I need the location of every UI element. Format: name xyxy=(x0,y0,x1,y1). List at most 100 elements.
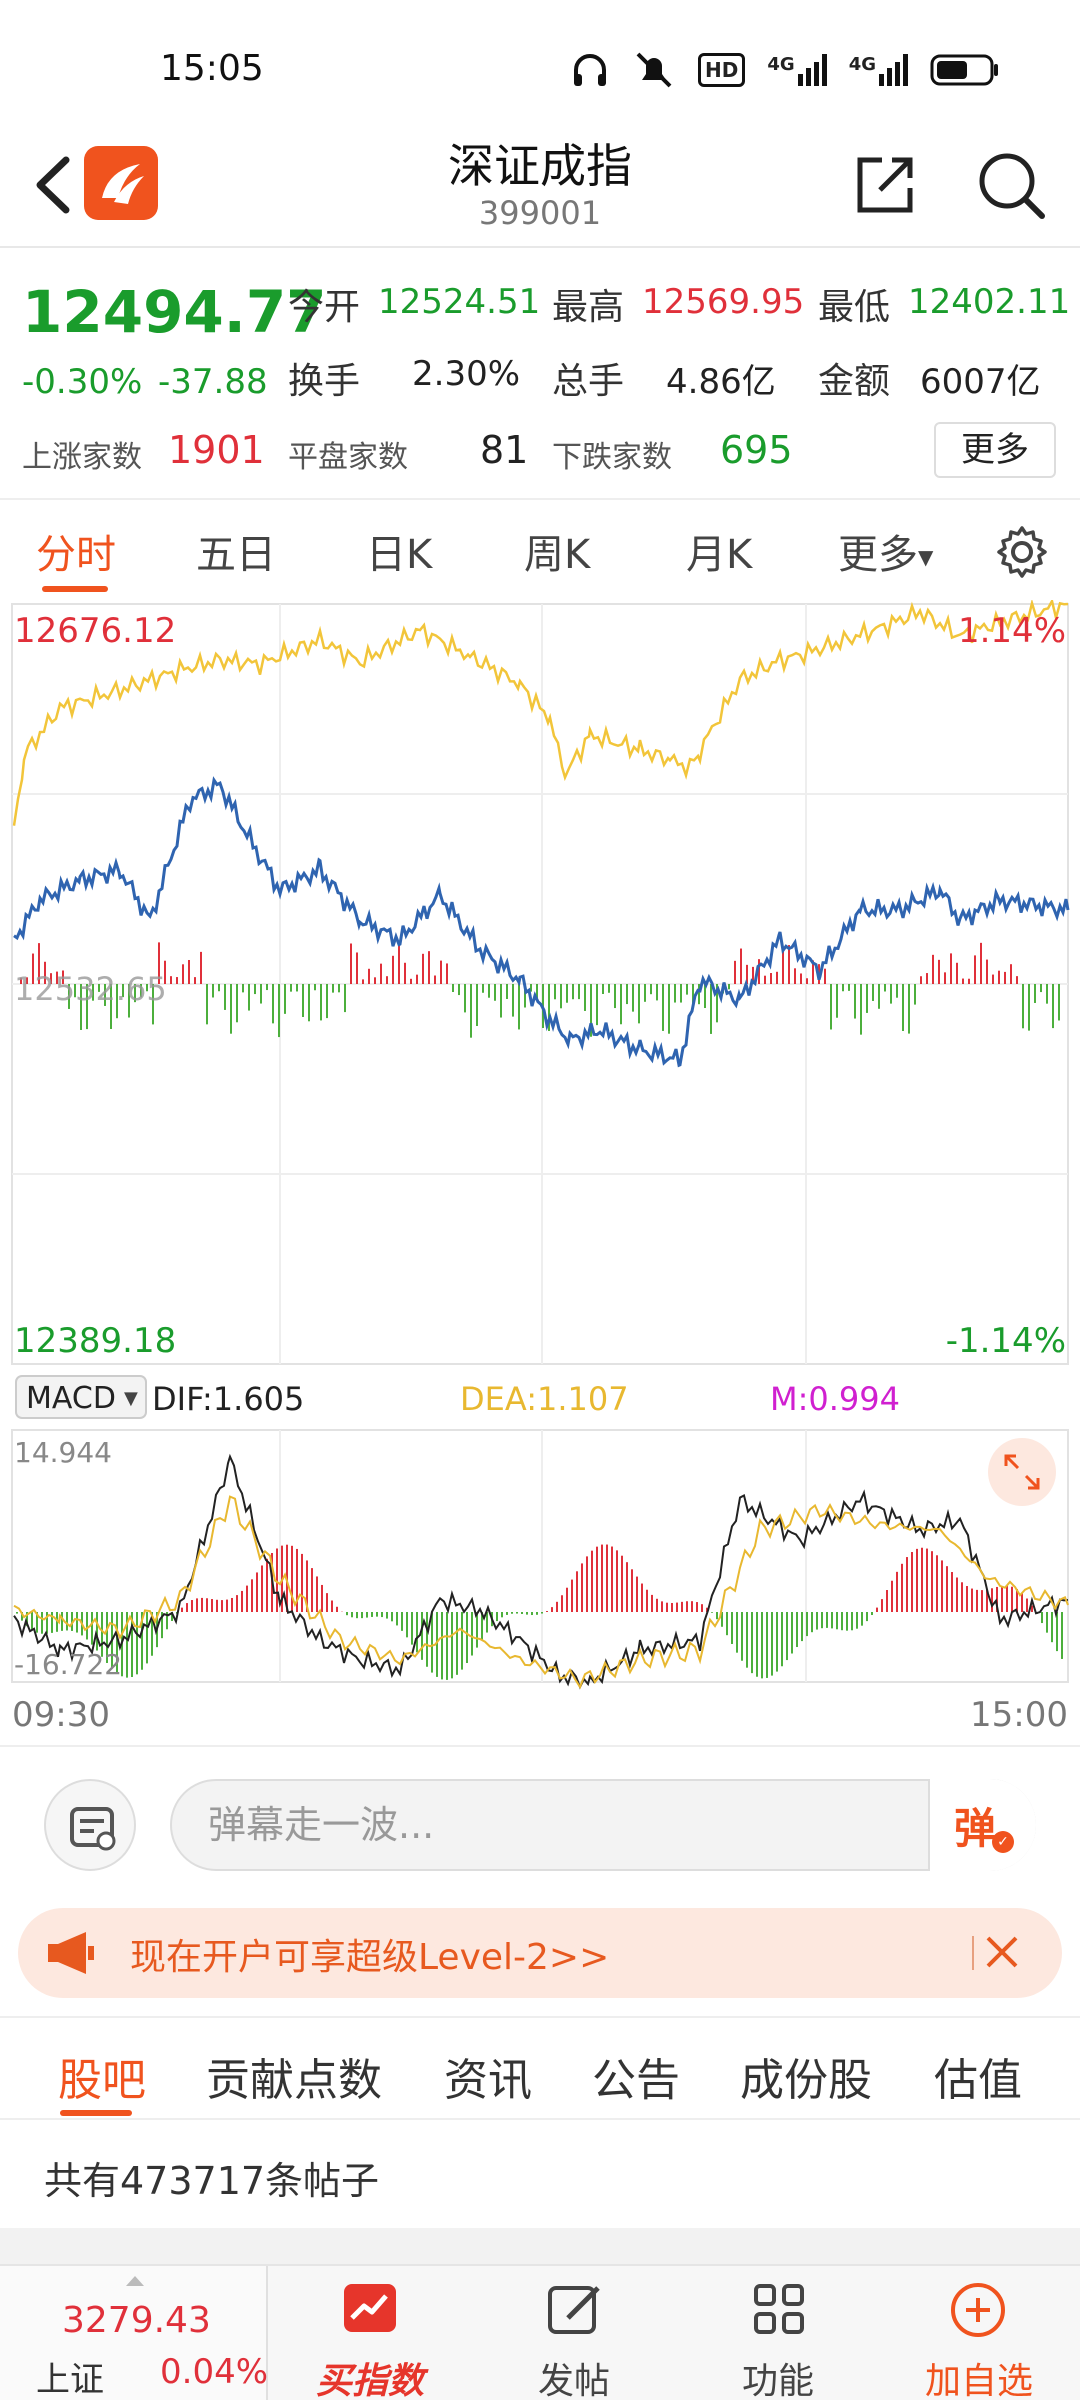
danmu-send-button[interactable]: 弹 ✓ xyxy=(928,1779,1036,1871)
volume-bar xyxy=(212,984,214,998)
macd-bar xyxy=(1031,1605,1033,1612)
pct-min-label: -1.14% xyxy=(946,1321,1066,1361)
search-icon[interactable] xyxy=(974,148,1048,222)
high-value: 12569.95 xyxy=(642,282,805,322)
tab-weekly-k[interactable]: 周K xyxy=(524,532,591,578)
nav-functions[interactable]: 功能 xyxy=(708,2266,848,2400)
volume-bar xyxy=(608,984,610,993)
more-quote-button[interactable]: 更多 xyxy=(934,422,1056,478)
nav-post-label: 发帖 xyxy=(537,2361,610,2400)
danmu-settings-button[interactable] xyxy=(44,1779,136,1871)
volume-bar xyxy=(1010,964,1012,984)
macd-bar xyxy=(151,1612,153,1656)
volume-bar xyxy=(734,960,736,984)
volume-bar xyxy=(230,984,232,1034)
close-icon[interactable] xyxy=(972,1924,1028,1980)
megaphone-icon xyxy=(48,1932,94,1974)
macd-bar xyxy=(406,1612,408,1638)
macd-bar xyxy=(136,1612,138,1675)
volume-bar xyxy=(524,984,526,1008)
volume-bar xyxy=(566,984,568,1003)
macd-bar xyxy=(141,1612,143,1670)
volume-bar xyxy=(362,979,364,984)
volume-value: 4.86亿 xyxy=(666,362,776,402)
tab-constituents[interactable]: 成份股 xyxy=(740,2055,872,2106)
tab-daily-k[interactable]: 日K xyxy=(366,532,433,578)
macd-bar xyxy=(996,1586,998,1612)
nav-post[interactable]: 发帖 xyxy=(504,2266,644,2400)
macd-bar xyxy=(246,1585,248,1612)
volume-bar xyxy=(788,945,790,984)
volume-bar xyxy=(152,984,154,1025)
volume-bar xyxy=(110,984,112,1029)
macd-bar xyxy=(31,1612,33,1631)
app-logo[interactable] xyxy=(84,146,158,220)
macd-selector[interactable] xyxy=(15,1375,147,1419)
share-icon[interactable] xyxy=(852,152,918,218)
volume-bar xyxy=(1028,984,1030,1031)
tab-intraday[interactable]: 分时 xyxy=(36,532,116,578)
volume-bar xyxy=(278,984,280,1038)
gear-icon[interactable] xyxy=(994,524,1050,580)
tab-five-day[interactable]: 五日 xyxy=(196,532,276,578)
macd-bar xyxy=(556,1601,558,1612)
macd-bar xyxy=(326,1593,328,1612)
macd-bar xyxy=(776,1612,778,1672)
volume-bar xyxy=(200,951,202,984)
volume-bar xyxy=(590,984,592,1037)
back-arrow-icon[interactable] xyxy=(26,150,86,220)
macd-bar xyxy=(546,1611,548,1612)
nav-add-watchlist[interactable]: 加自选 xyxy=(904,2266,1054,2400)
macd-bar xyxy=(66,1612,68,1631)
market-index-ticker[interactable]: 3279.43 上证 0.04% xyxy=(0,2266,268,2400)
macd-bar xyxy=(106,1612,108,1663)
volume-bar xyxy=(170,976,172,984)
promo-banner[interactable]: 现在开户可享超级Level-2>> xyxy=(18,1908,1062,1998)
macd-bar xyxy=(481,1612,483,1640)
volume-bar xyxy=(368,968,370,984)
volume-bar xyxy=(68,984,70,1009)
danmu-input[interactable]: 弹幕走一波... xyxy=(170,1779,1036,1871)
volume-bar xyxy=(974,955,976,984)
macd-bar xyxy=(1001,1585,1003,1612)
macd-bar xyxy=(656,1598,658,1612)
macd-bar xyxy=(1046,1612,1048,1633)
volume-bar xyxy=(686,984,688,995)
tab-news[interactable]: 资讯 xyxy=(444,2055,532,2106)
tab-announcements[interactable]: 公告 xyxy=(592,2055,680,2106)
volume-bar xyxy=(704,984,706,1009)
macd-bar xyxy=(651,1594,653,1612)
volume-bars xyxy=(20,942,1060,1038)
macd-bar xyxy=(116,1612,118,1674)
macd-bar xyxy=(506,1612,508,1615)
tab-more[interactable]: 更多▼ xyxy=(838,522,933,580)
expand-button[interactable] xyxy=(988,1438,1056,1506)
macd-bar xyxy=(356,1612,358,1619)
macd-bar xyxy=(221,1600,223,1612)
volume-bar xyxy=(134,984,136,1003)
volume-bar xyxy=(668,984,670,1034)
tab-forum[interactable]: 股吧 xyxy=(58,2055,146,2106)
macd-bar xyxy=(771,1612,773,1676)
tab-monthly-k[interactable]: 月K xyxy=(686,532,753,578)
volume-bar xyxy=(764,975,766,984)
volume-bar xyxy=(662,984,664,1031)
macd-bar xyxy=(186,1603,188,1612)
macd-bar xyxy=(91,1612,93,1645)
macd-bar xyxy=(616,1550,618,1612)
amount-value: 6007亿 xyxy=(920,362,1041,402)
intraday-chart[interactable]: 12676.12 12532.65 12389.18 1.14% -1.14% … xyxy=(0,600,1080,1740)
volume-bar xyxy=(968,978,970,984)
tab-valuation[interactable]: 估值 xyxy=(934,2055,1022,2106)
volume-bar xyxy=(902,984,904,1031)
macd-bar xyxy=(256,1572,258,1612)
tab-contribution[interactable]: 贡献点数 xyxy=(206,2055,382,2106)
active-tab-underline xyxy=(42,586,108,592)
macd-bar xyxy=(601,1544,603,1612)
nav-buy-index[interactable]: 买指数 xyxy=(300,2266,440,2400)
volume-bar xyxy=(584,984,586,1011)
volume-bar xyxy=(482,984,484,993)
macd-bar xyxy=(916,1548,918,1612)
volume-bar xyxy=(506,984,508,999)
volume-bar xyxy=(1046,984,1048,1004)
